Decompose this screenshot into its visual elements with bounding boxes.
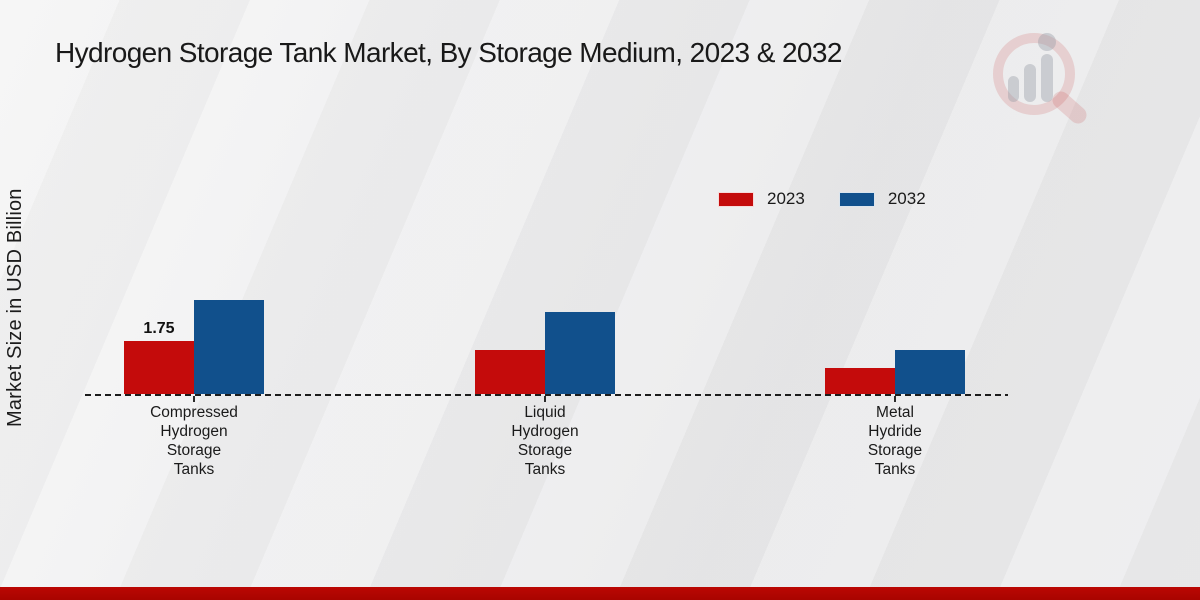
legend-swatch-2023 (718, 191, 754, 207)
bar-2023-category-1 (475, 350, 545, 394)
legend-item-2032: 2032 (838, 189, 926, 209)
x-axis-tick-1 (544, 396, 546, 402)
bar-2032-category-2 (895, 350, 965, 394)
bar-2023-category-0 (124, 341, 194, 394)
category-label-1: Liquid Hydrogen Storage Tanks (511, 404, 579, 478)
legend-swatch-2032 (838, 191, 875, 207)
legend-item-2023: 2023 (718, 189, 805, 209)
legend-label-2032: 2032 (887, 189, 926, 208)
bar-2032-category-1 (545, 312, 615, 394)
legend: 2023 2032 (718, 189, 926, 209)
bar-2023-category-2 (825, 368, 895, 394)
zero-baseline-dashed (85, 394, 1008, 396)
brand-watermark (988, 28, 1098, 129)
category-label-0: Compressed Hydrogen Storage Tanks (150, 404, 238, 478)
magnifier-bar-chart-logo-icon (993, 33, 1087, 124)
category-label-2: Metal Hydride Storage Tanks (867, 404, 923, 478)
x-axis-tick-0 (193, 396, 195, 402)
x-axis-tick-2 (894, 396, 896, 402)
chart-title: Hydrogen Storage Tank Market, By Storage… (55, 37, 842, 68)
legend-label-2023: 2023 (767, 189, 805, 208)
footer-accent-bar (0, 587, 1200, 600)
bar-value-label-2023-category-0: 1.75 (143, 320, 175, 337)
bar-2032-category-0 (194, 300, 264, 394)
